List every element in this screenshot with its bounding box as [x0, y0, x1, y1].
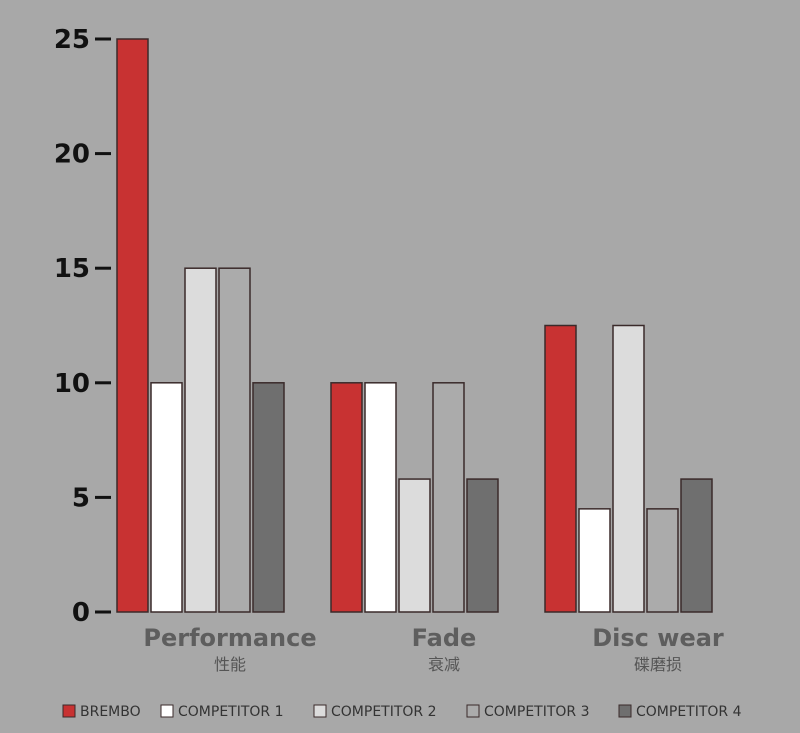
legend-swatch	[466, 704, 480, 718]
x-tick-label: Fade	[412, 624, 477, 652]
y-tick-label: 15	[54, 254, 90, 284]
bar	[680, 478, 713, 613]
bar	[466, 478, 499, 613]
bar	[578, 508, 611, 613]
y-tick-label: 25	[54, 25, 90, 55]
legend-label: COMPETITOR 4	[636, 704, 742, 720]
x-tick-sublabel: 碟磨损	[634, 655, 682, 674]
x-tick-sublabel: 衰减	[428, 655, 460, 674]
bar	[364, 382, 397, 613]
y-tick-label: 5	[72, 483, 90, 513]
legend-swatch	[62, 704, 76, 718]
bar	[116, 38, 149, 613]
bar	[612, 324, 645, 613]
legend-swatch	[160, 704, 174, 718]
legend-swatch	[313, 704, 327, 718]
legend-label: COMPETITOR 1	[178, 704, 284, 720]
bar	[432, 382, 465, 613]
y-tick-label: 20	[54, 140, 90, 170]
bar	[184, 267, 217, 613]
x-tick-label: Performance	[143, 624, 316, 652]
bar	[150, 382, 183, 613]
bar	[544, 324, 577, 613]
legend-label: BREMBO	[80, 704, 141, 720]
legend-swatch	[618, 704, 632, 718]
bar	[330, 382, 363, 613]
y-tick-label: 0	[72, 598, 90, 628]
bar	[646, 508, 679, 613]
x-tick-sublabel: 性能	[214, 655, 246, 674]
bar	[398, 478, 431, 613]
legend-label: COMPETITOR 3	[484, 704, 590, 720]
legend-label: COMPETITOR 2	[331, 704, 437, 720]
bar	[252, 382, 285, 613]
y-tick-label: 10	[54, 369, 90, 399]
x-tick-label: Disc wear	[592, 624, 724, 652]
bar	[218, 267, 251, 613]
